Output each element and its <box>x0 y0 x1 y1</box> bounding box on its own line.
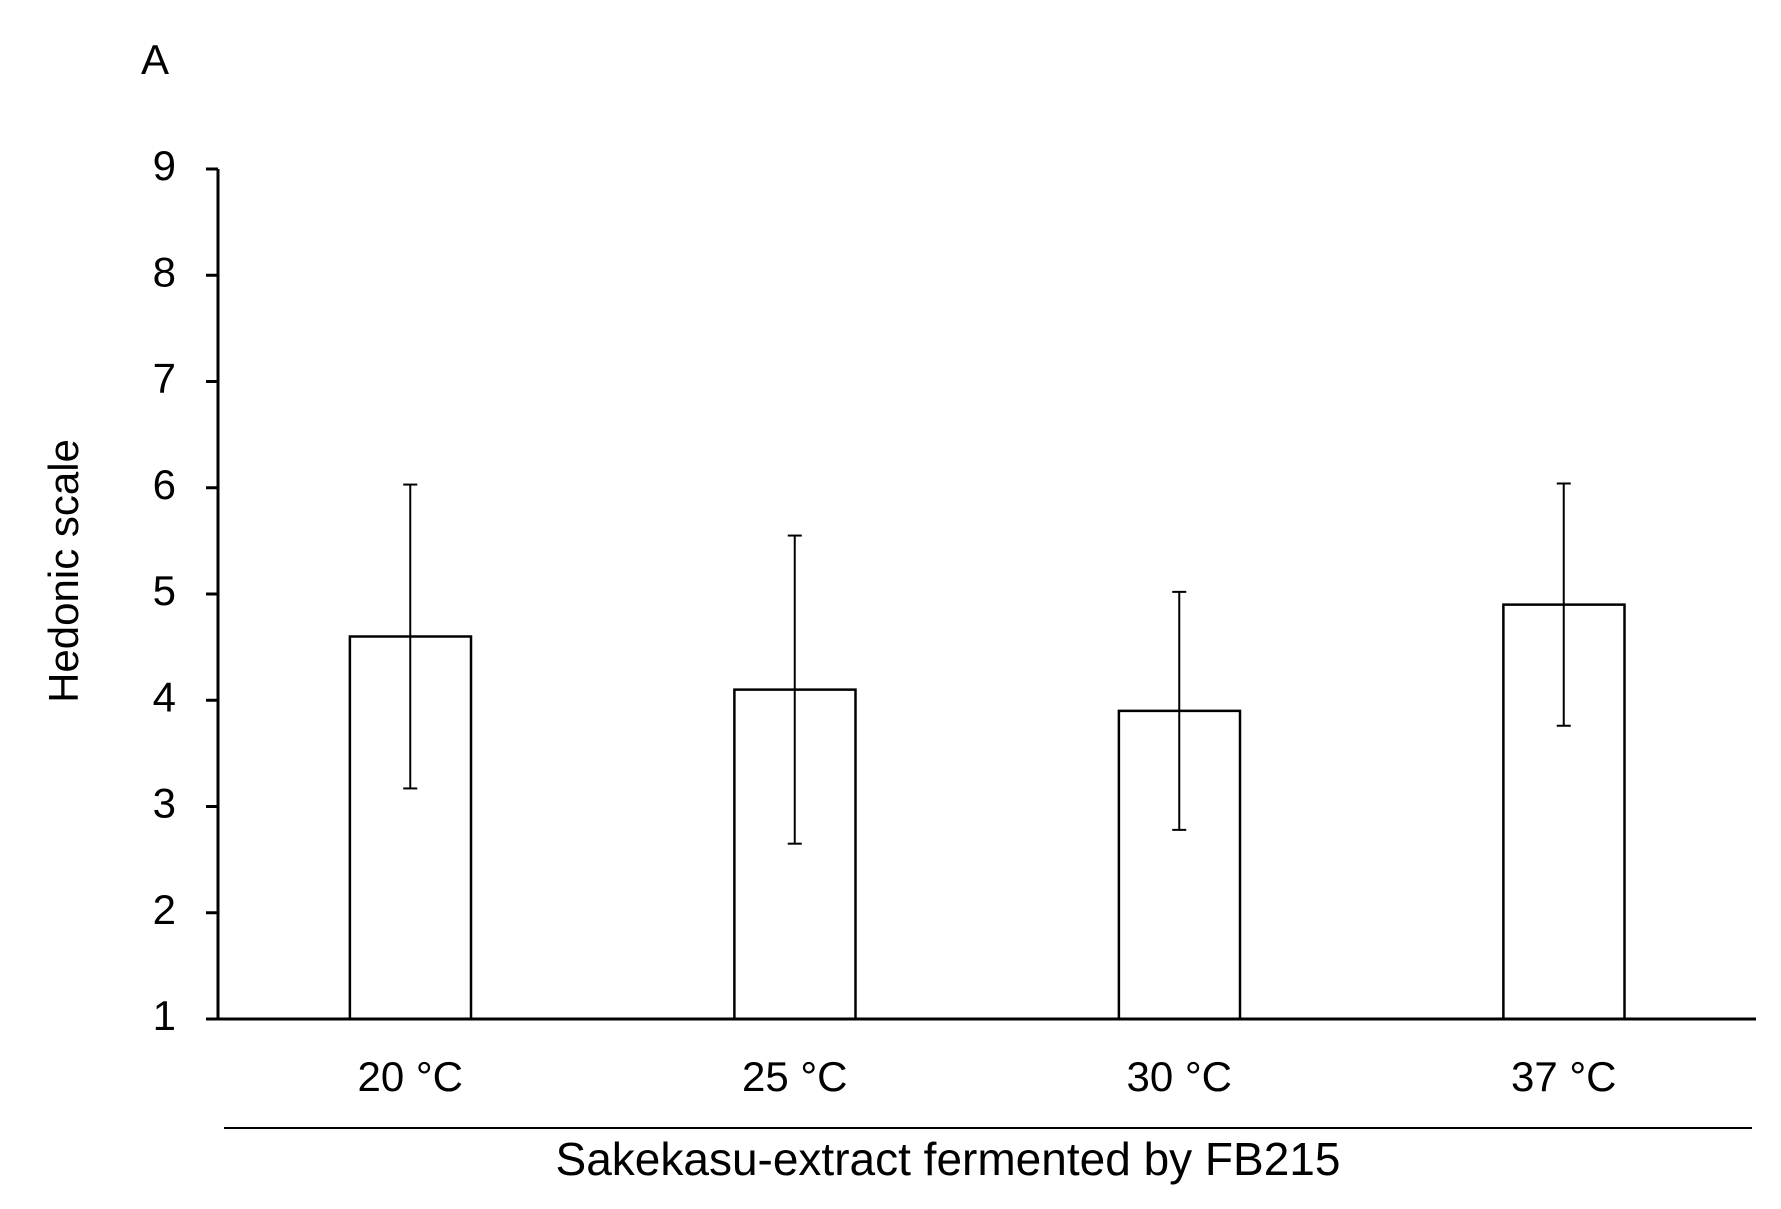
panel-label: A <box>141 36 169 83</box>
y-tick-label: 3 <box>153 780 176 827</box>
y-tick-label: 8 <box>153 248 176 295</box>
y-tick-label: 1 <box>153 992 176 1039</box>
error-bar <box>1172 590 1187 831</box>
y-tick-label: 7 <box>153 355 176 402</box>
y-tick-label: 9 <box>153 142 176 189</box>
x-tick-label: 25 °C <box>742 1053 848 1100</box>
y-axis-label: Hedonic scale <box>40 439 87 703</box>
error-bar <box>1556 482 1571 727</box>
x-tick-label: 20 °C <box>357 1053 463 1100</box>
y-tick-label: 5 <box>153 567 176 614</box>
error-bar <box>403 483 418 790</box>
error-bar <box>787 534 802 845</box>
y-tick-label: 4 <box>153 673 176 720</box>
y-tick-label: 6 <box>153 461 176 508</box>
x-axis-label: Sakekasu-extract fermented by FB215 <box>556 1133 1341 1185</box>
x-tick-label: 30 °C <box>1126 1053 1232 1100</box>
y-tick-label: 2 <box>153 886 176 933</box>
x-tick-label: 37 °C <box>1511 1053 1617 1100</box>
